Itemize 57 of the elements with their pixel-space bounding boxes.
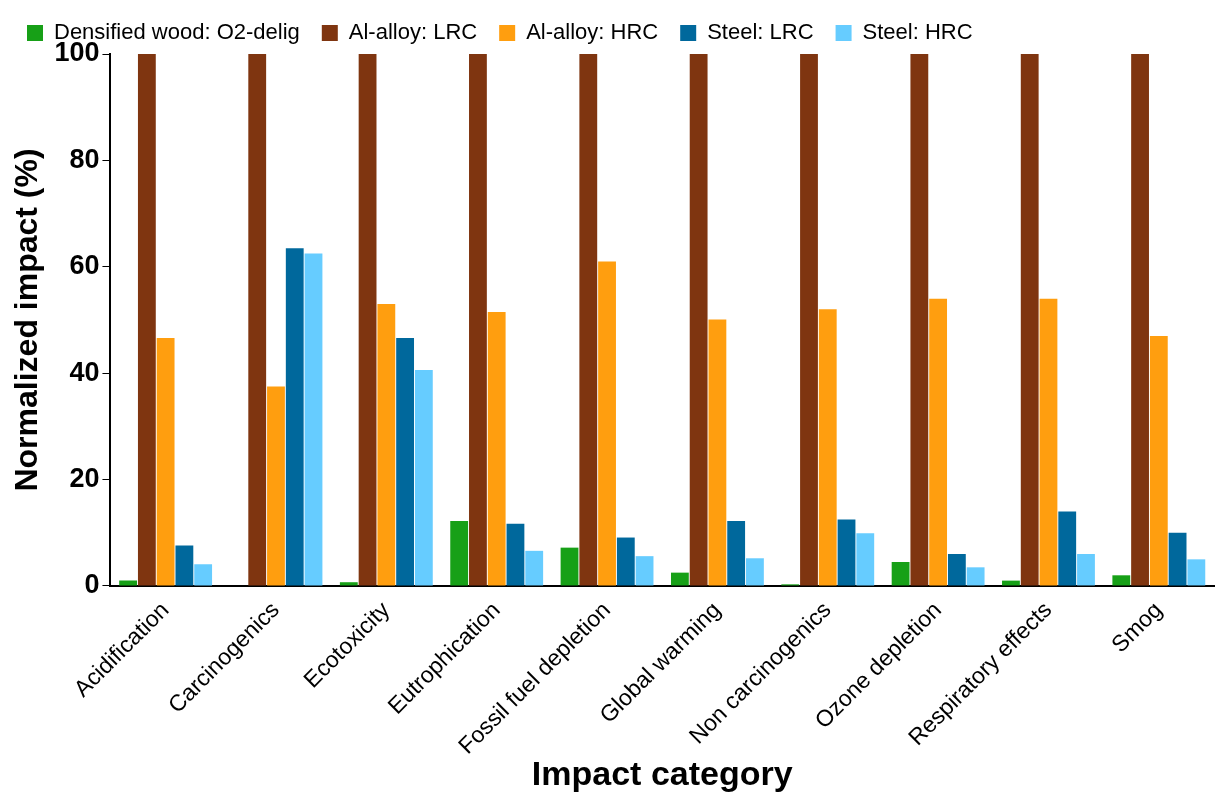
y-tick-label: 80	[69, 143, 100, 174]
bar	[598, 261, 616, 586]
bar	[1149, 335, 1168, 586]
y-tick-label: 0	[84, 569, 100, 600]
bar	[818, 309, 837, 586]
bar	[727, 521, 746, 586]
bar	[1039, 298, 1058, 586]
legend-label: Al-alloy: LRC	[348, 19, 478, 45]
bar	[708, 319, 727, 586]
bar	[304, 253, 323, 586]
bar	[248, 54, 267, 586]
bar	[670, 572, 689, 586]
bar	[396, 338, 415, 586]
bar	[487, 311, 506, 586]
bar	[450, 521, 469, 586]
bar	[267, 386, 285, 586]
bar	[560, 547, 579, 586]
bar	[800, 54, 818, 586]
bar	[947, 554, 966, 586]
bar	[1187, 559, 1206, 586]
bar	[1077, 554, 1095, 586]
bar	[414, 369, 433, 586]
bar	[377, 304, 396, 586]
bar	[837, 519, 856, 586]
legend-label: Al-alloy: HRC	[526, 19, 659, 45]
bar	[1112, 575, 1131, 586]
bar	[137, 54, 156, 586]
legend-label: Steel: LRC	[707, 19, 814, 45]
bar	[339, 582, 358, 586]
bar	[1168, 532, 1187, 586]
x-axis-title: Impact category	[531, 753, 793, 792]
bar	[525, 550, 544, 586]
bar	[1131, 54, 1149, 586]
bar	[616, 537, 635, 586]
bar	[194, 564, 213, 586]
bar	[689, 54, 708, 586]
bar	[910, 54, 929, 586]
bar	[635, 556, 654, 586]
bar	[929, 298, 948, 586]
y-axis-title: Normalized impact (%)	[8, 148, 45, 492]
bar	[469, 54, 487, 586]
bar	[358, 54, 377, 586]
y-tick-label: 60	[69, 250, 100, 281]
bar	[966, 567, 985, 586]
bar	[1020, 54, 1039, 586]
bar	[746, 558, 764, 586]
bar	[156, 338, 175, 586]
bar	[856, 533, 875, 586]
bar	[891, 562, 910, 586]
bar	[579, 54, 598, 586]
bar	[506, 523, 525, 586]
bar	[285, 248, 304, 586]
legend-label: Steel: HRC	[862, 19, 973, 45]
bar	[175, 545, 194, 586]
y-tick-label: 20	[69, 463, 100, 494]
bar	[1058, 511, 1077, 586]
y-tick-label: 40	[69, 356, 100, 387]
